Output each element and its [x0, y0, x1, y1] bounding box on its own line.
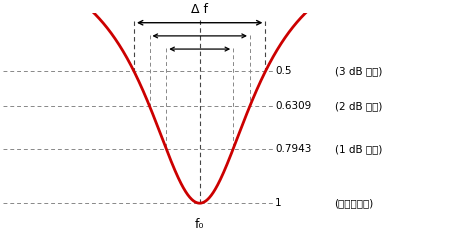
Text: f₀: f₀: [195, 218, 204, 231]
Text: 0.6309: 0.6309: [274, 101, 310, 111]
Text: (3 dB 相当): (3 dB 相当): [334, 66, 381, 77]
Text: 0.7943: 0.7943: [274, 144, 311, 154]
Text: (2 dB 相当): (2 dB 相当): [334, 101, 381, 111]
Text: (1 dB 相当): (1 dB 相当): [334, 144, 381, 154]
Text: F/ α の虚数部: F/ α の虚数部: [0, 233, 1, 234]
Text: Δ f: Δ f: [191, 3, 208, 16]
Text: 0.5: 0.5: [274, 66, 291, 77]
Text: 1: 1: [274, 198, 281, 208]
Text: (谷のピーク): (谷のピーク): [334, 198, 373, 208]
